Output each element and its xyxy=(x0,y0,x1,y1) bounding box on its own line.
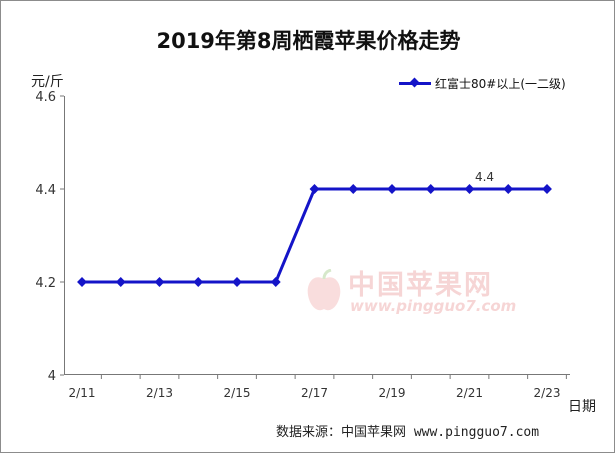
x-tick-label: 2/15 xyxy=(224,386,251,400)
watermark: 中国苹果网 www.pingguo7.com xyxy=(306,263,536,323)
y-tick-label: 4.6 xyxy=(35,90,56,105)
x-tick-label: 2/19 xyxy=(379,386,406,400)
data-label: 4.4 xyxy=(475,170,494,184)
data-point xyxy=(503,184,514,194)
data-point xyxy=(154,277,165,287)
data-point xyxy=(348,184,359,194)
x-tick-label: 2/17 xyxy=(301,386,328,400)
plot-area xyxy=(64,96,570,375)
x-tick-label: 2/13 xyxy=(146,386,173,400)
apple-logo-icon xyxy=(307,269,341,311)
y-tick-label: 4.2 xyxy=(35,276,56,291)
x-tick-label: 2/23 xyxy=(534,386,561,400)
watermark-name: 中国苹果网 xyxy=(348,270,493,301)
x-tick-label: 2/11 xyxy=(69,386,96,400)
data-point xyxy=(77,277,87,287)
data-point xyxy=(425,184,436,194)
y-tick-label: 4 xyxy=(48,369,56,384)
x-axis-unit: 日期 xyxy=(568,399,596,415)
x-tick-label: 2/21 xyxy=(456,386,483,400)
y-axis-unit: 元/斤 xyxy=(31,74,64,90)
data-point xyxy=(270,277,281,287)
legend-label: 红富士80#以上(一二级) xyxy=(435,77,566,91)
chart-title: 2019年第8周栖霞苹果价格走势 xyxy=(156,29,461,53)
series-line xyxy=(82,187,547,284)
data-point xyxy=(542,184,552,194)
y-tick-label: 4.4 xyxy=(35,183,56,198)
watermark-url: www.pingguo7.com xyxy=(350,297,517,315)
data-point xyxy=(232,277,242,287)
data-point xyxy=(309,184,320,194)
data-point xyxy=(464,184,475,194)
data-source: 数据来源：中国苹果网 www.pingguo7.com xyxy=(276,425,540,440)
data-point xyxy=(387,184,397,194)
data-point xyxy=(115,277,126,287)
data-point xyxy=(193,277,204,287)
